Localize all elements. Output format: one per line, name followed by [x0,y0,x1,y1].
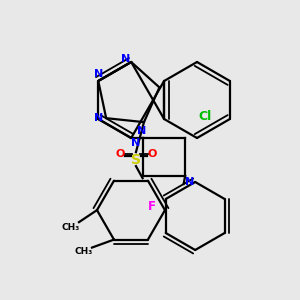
Text: F: F [148,200,156,214]
Text: N: N [94,69,103,79]
Text: N: N [121,54,130,64]
Text: N: N [130,138,140,148]
Text: N: N [184,177,194,187]
Text: O: O [115,149,125,159]
Text: N: N [136,126,146,136]
Text: Cl: Cl [198,110,212,122]
Text: CH₃: CH₃ [75,247,93,256]
Text: N: N [94,113,103,123]
Text: O: O [147,149,157,159]
Text: CH₃: CH₃ [62,223,80,232]
Text: S: S [131,153,141,167]
